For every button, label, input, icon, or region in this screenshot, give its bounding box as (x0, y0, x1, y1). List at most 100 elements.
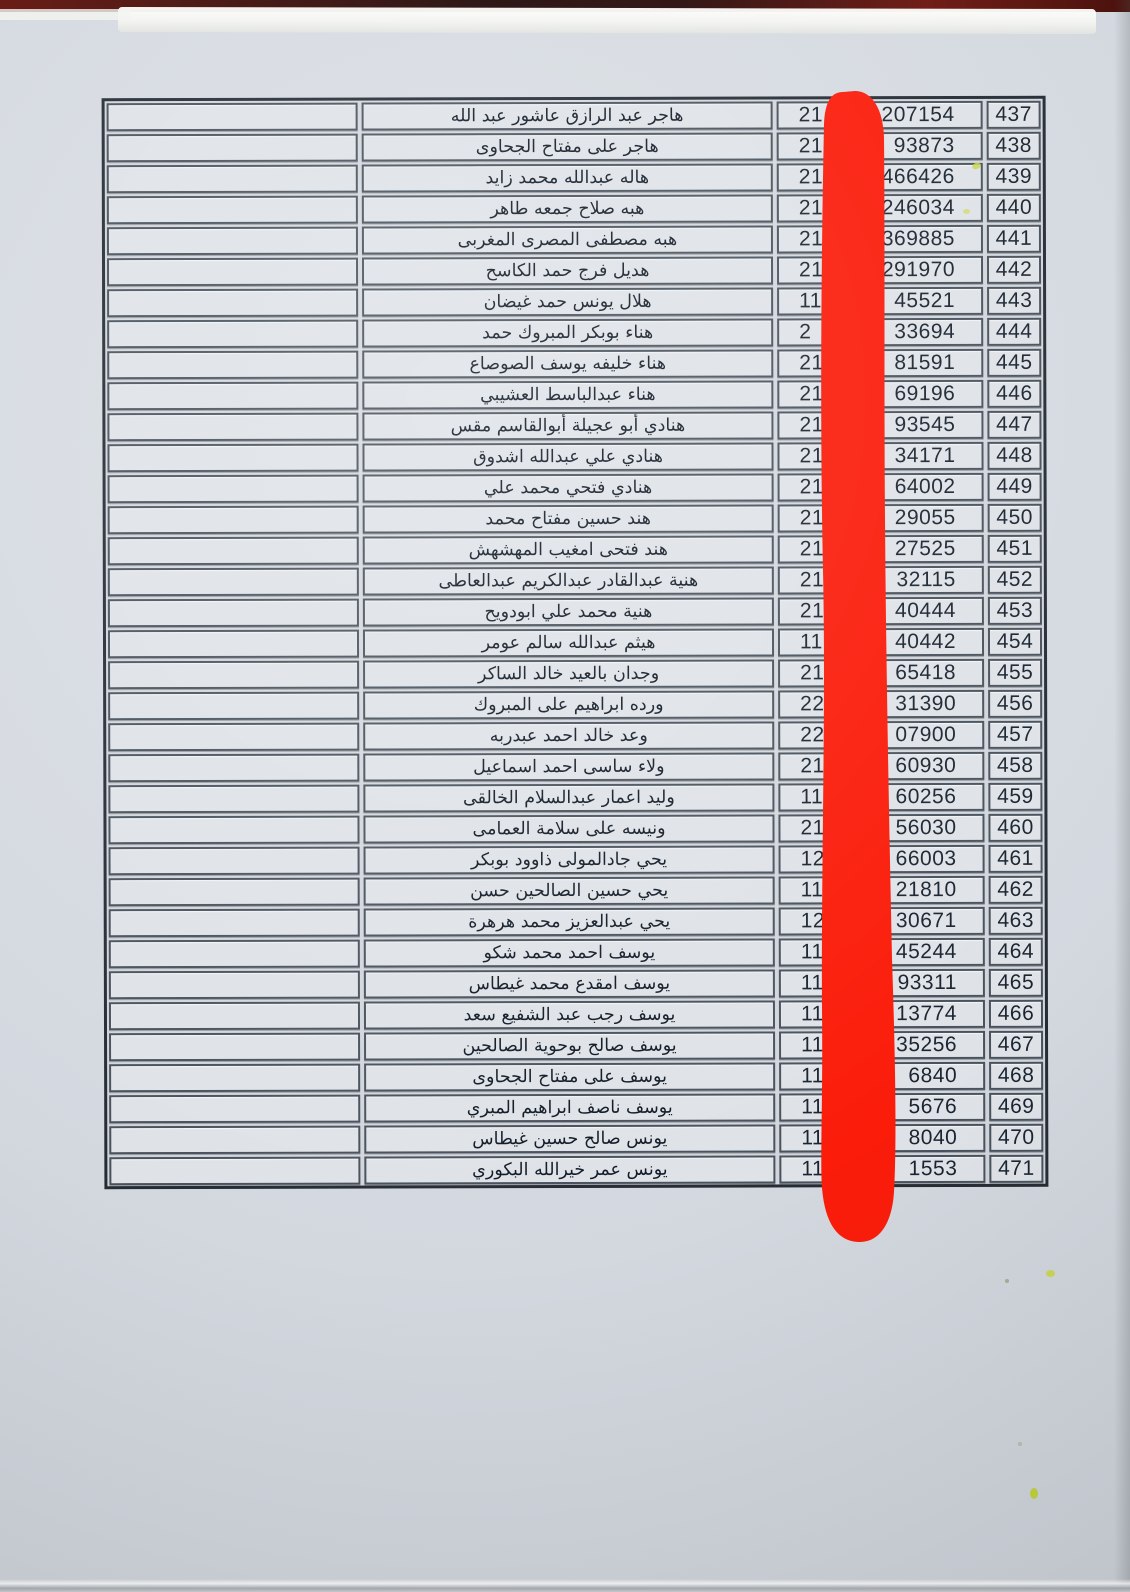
row-number-cell: 457 (988, 720, 1043, 749)
name-cell: هناء عبدالباسط العشيبي (362, 379, 774, 410)
id-visible-suffix: 291970 (881, 257, 956, 281)
person-name: هنادي علي عبدالله اشدوق (473, 446, 663, 467)
row-number-cell: 464 (988, 937, 1043, 966)
row-number-cell: 452 (987, 565, 1042, 594)
id-number-cell: 21 466426 (776, 162, 983, 191)
id-number-cell: 22 31390 (778, 689, 985, 718)
name-cell: ولاء ساسى احمد اسماعيل (363, 751, 775, 782)
empty-cell (108, 877, 360, 906)
row-number-cell: 447 (987, 410, 1042, 439)
id-visible-prefix: 11 (800, 877, 824, 901)
table-row: هناء بوبكر المبروك حمد 2 33694 444 (105, 316, 1043, 349)
id-visible-suffix: 369885 (881, 226, 955, 250)
table-row: هاجر عبد الرازق عاشور عبد الله 21 207154… (105, 99, 1043, 132)
id-number-cell: 21 93873 (776, 131, 983, 160)
table-row: يوسف صالح بوحوية الصالحين 11 35256 467 (107, 1029, 1045, 1062)
name-cell: يوسف صالح بوحوية الصالحين (364, 1030, 776, 1061)
id-number-cell: 21 60930 (778, 751, 985, 780)
empty-cell (106, 164, 358, 193)
empty-cell (107, 505, 359, 534)
row-number-cell: 454 (987, 627, 1043, 656)
table-row: ورده ابراهيم على المبروك 22 31390 456 (106, 688, 1044, 721)
id-number-cell: 119 8040 (779, 1123, 986, 1152)
person-name: يحي حسين الصالحين حسن (470, 880, 669, 901)
id-number-cell: 11 45521 (777, 286, 984, 315)
row-number-cell: 445 (987, 348, 1042, 377)
photo-right-shadow (1114, 0, 1130, 1592)
table-row: وجدان بالعيد خالد الساكر 21 65418 455 (106, 657, 1044, 690)
id-visible-prefix: 12 (800, 908, 826, 932)
person-name: وجدان بالعيد خالد الساكر (478, 663, 660, 684)
id-number-cell: 11 45244 (778, 937, 985, 966)
id-visible-suffix: 35256 (896, 1032, 958, 1056)
name-cell: هيثم عبدالله سالم عومر (362, 627, 775, 658)
id-number-cell: 21 369885 (776, 224, 983, 253)
person-name: يحي جادالمولى ذاوود بوبكر (470, 849, 668, 870)
id-visible-suffix: 5676 (908, 1094, 958, 1118)
table-row: هاله عبدالله محمد زايد 21 466426 439 (105, 161, 1043, 194)
id-visible-prefix: 11 (800, 1001, 824, 1025)
person-name: هاله عبدالله محمد زايد (485, 167, 650, 188)
paper-speck (1046, 1270, 1055, 1277)
row-number: 467 (997, 1032, 1035, 1056)
id-visible-prefix: 2 (799, 319, 812, 343)
id-visible-prefix: 21 (798, 226, 824, 250)
id-visible-prefix: 11 (799, 288, 822, 312)
row-number: 447 (996, 412, 1033, 436)
person-name: يوسف على مفتاح الجحاوى (472, 1066, 667, 1087)
row-number: 443 (995, 288, 1033, 312)
table-row: هيثم عبدالله سالم عومر 11 40442 454 (106, 626, 1044, 659)
id-number-cell: 119 93311 (778, 968, 985, 997)
empty-cell (108, 722, 360, 751)
person-name: يونس صالح حسين غيطاس (472, 1128, 668, 1149)
id-visible-prefix: 21 (800, 660, 825, 684)
table-row: يحي جادالمولى ذاوود بوبكر 12 66003 461 (107, 843, 1045, 876)
id-number-cell: 21 207154 (776, 100, 983, 129)
id-visible-suffix: 40444 (894, 598, 956, 622)
empty-cell (108, 1001, 361, 1030)
row-number-cell: 446 (987, 379, 1042, 408)
name-cell: هلال يونس حمد غيضان (362, 286, 774, 317)
row-number: 456 (996, 691, 1034, 715)
name-cell: يحي عبدالعزيز محمد هرهرة (363, 906, 775, 937)
row-number: 458 (997, 753, 1034, 777)
id-visible-prefix: 21 (799, 381, 824, 405)
id-number-cell: 21 291970 (776, 255, 984, 284)
name-cell: وليد اعمار عبدالسلام الخالقى (363, 782, 775, 813)
row-number-cell: 450 (987, 503, 1042, 532)
row-number-cell: 448 (987, 441, 1042, 470)
table-row: هديل فرج حمد الكاسح 21 291970 442 (105, 254, 1043, 287)
row-number: 470 (997, 1125, 1035, 1149)
name-cell: يحي حسين الصالحين حسن (363, 875, 775, 906)
id-visible-prefix: 21 (800, 815, 825, 839)
id-visible-suffix: 6840 (908, 1063, 958, 1087)
empty-cell (107, 536, 359, 565)
person-name: ورده ابراهيم على المبروك (473, 694, 664, 715)
table-row: هند فتحى امغيب المهشهش 21 27525 451 (106, 533, 1044, 566)
person-name: هيثم عبدالله سالم عومر (481, 632, 656, 653)
id-visible-prefix: 21 (799, 412, 824, 436)
id-number-cell: 21 32115 (777, 565, 984, 594)
id-number-cell: 11 21810 (778, 875, 985, 904)
id-visible-suffix: 45521 (894, 288, 956, 312)
row-number-cell: 456 (988, 689, 1043, 718)
paper-top-edge-highlight (117, 6, 1097, 35)
row-number: 439 (995, 164, 1033, 188)
paper-speck (963, 209, 970, 214)
empty-cell (109, 1063, 361, 1092)
id-number-cell: 11 40442 (777, 627, 985, 656)
id-number-cell: 11 13774 (778, 999, 986, 1028)
person-name: هناء بوبكر المبروك حمد (482, 322, 654, 343)
row-number-cell: 440 (986, 193, 1041, 222)
row-number-cell: 443 (987, 286, 1042, 315)
id-number-cell: 119 1553 (779, 1154, 986, 1183)
row-number-cell: 439 (986, 162, 1041, 191)
id-visible-suffix: 207154 (881, 102, 955, 126)
id-number-cell: 21 64002 (777, 472, 984, 501)
table-row: يحي عبدالعزيز محمد هرهرة 12 30671 463 (107, 905, 1045, 938)
row-number: 438 (995, 133, 1032, 157)
empty-cell (109, 1125, 361, 1154)
row-number: 451 (996, 536, 1034, 560)
id-number-cell: 11 60256 (778, 782, 985, 811)
id-visible-prefix: 119 (801, 1156, 837, 1180)
